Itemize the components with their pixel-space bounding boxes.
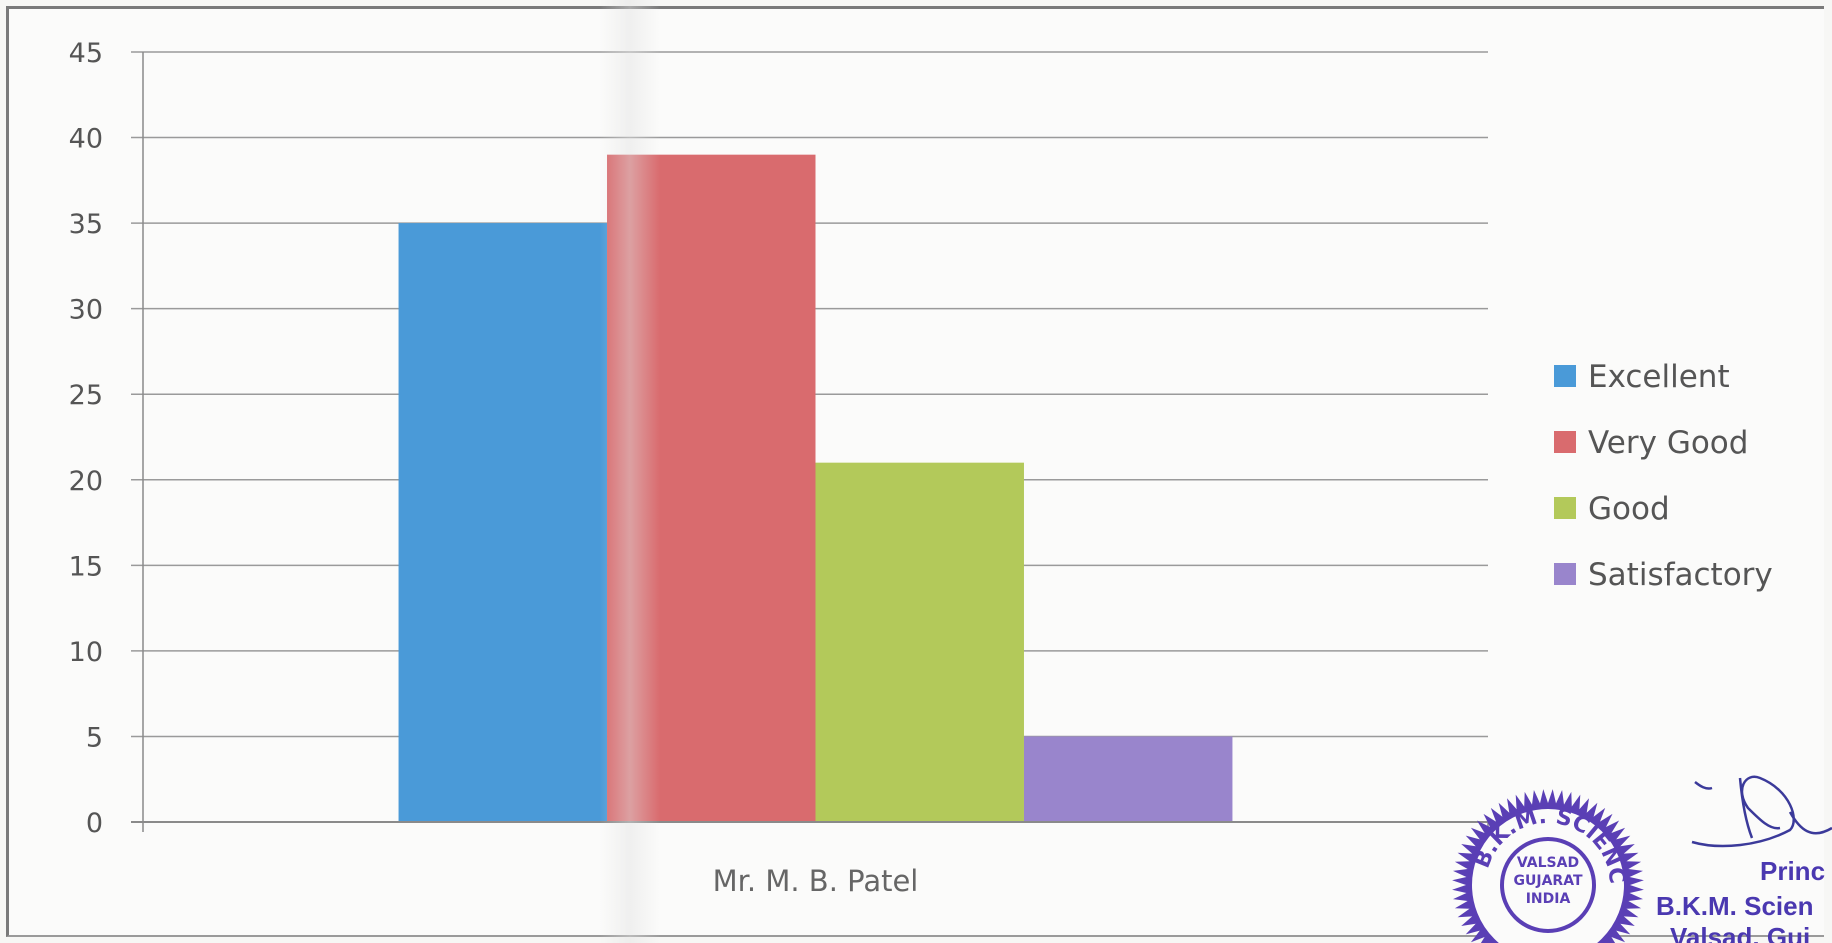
bar-very-good <box>607 154 816 822</box>
bars <box>398 154 1233 823</box>
seal-center-2: GUJARAT <box>1514 873 1583 889</box>
seal-center-3: INDIA <box>1526 891 1571 907</box>
y-tick-label: 20 <box>69 466 103 497</box>
legend-label: Good <box>1588 491 1670 527</box>
legend-swatch <box>1554 497 1576 519</box>
signature <box>1691 775 1832 848</box>
legend-label: Very Good <box>1588 425 1748 461</box>
college-name-label: B.K.M. Scien <box>1656 891 1813 921</box>
college-city-label: Valsad, Guj <box>1670 922 1810 943</box>
y-tick-label: 15 <box>69 551 103 582</box>
college-seal: B.K.M. SCIENCE COLLEGE VALSAD GUJARAT IN… <box>1452 789 1644 943</box>
y-axis-ticks: 0 5 10 15 20 25 30 35 40 45 <box>69 38 103 839</box>
y-tick-label: 10 <box>69 637 103 668</box>
y-tick-label: 35 <box>69 209 103 240</box>
bar-satisfactory <box>1023 736 1233 822</box>
legend: Excellent Very Good Good Satisfactory <box>1554 359 1773 593</box>
principal-label: Princ <box>1760 856 1825 886</box>
legend-item: Satisfactory <box>1554 557 1773 593</box>
y-tick-label: 5 <box>86 722 103 753</box>
legend-item: Very Good <box>1554 425 1748 461</box>
bar-good <box>815 462 1024 822</box>
y-tick-label: 40 <box>69 124 103 155</box>
legend-item: Excellent <box>1554 359 1730 395</box>
legend-label: Excellent <box>1588 359 1730 395</box>
legend-swatch <box>1554 563 1576 585</box>
y-tick-label: 30 <box>69 295 103 326</box>
y-tick-label: 0 <box>86 808 103 839</box>
legend-label: Satisfactory <box>1588 557 1773 593</box>
x-axis-categories: Mr. M. B. Patel <box>713 864 919 898</box>
legend-swatch <box>1554 431 1576 453</box>
legend-swatch <box>1554 365 1576 387</box>
seal-center-1: VALSAD <box>1517 855 1579 871</box>
bar-excellent <box>398 223 608 823</box>
x-category-label: Mr. M. B. Patel <box>713 864 919 898</box>
y-tick-label: 45 <box>69 38 103 69</box>
y-tick-label: 25 <box>69 380 103 411</box>
legend-item: Good <box>1554 491 1670 527</box>
